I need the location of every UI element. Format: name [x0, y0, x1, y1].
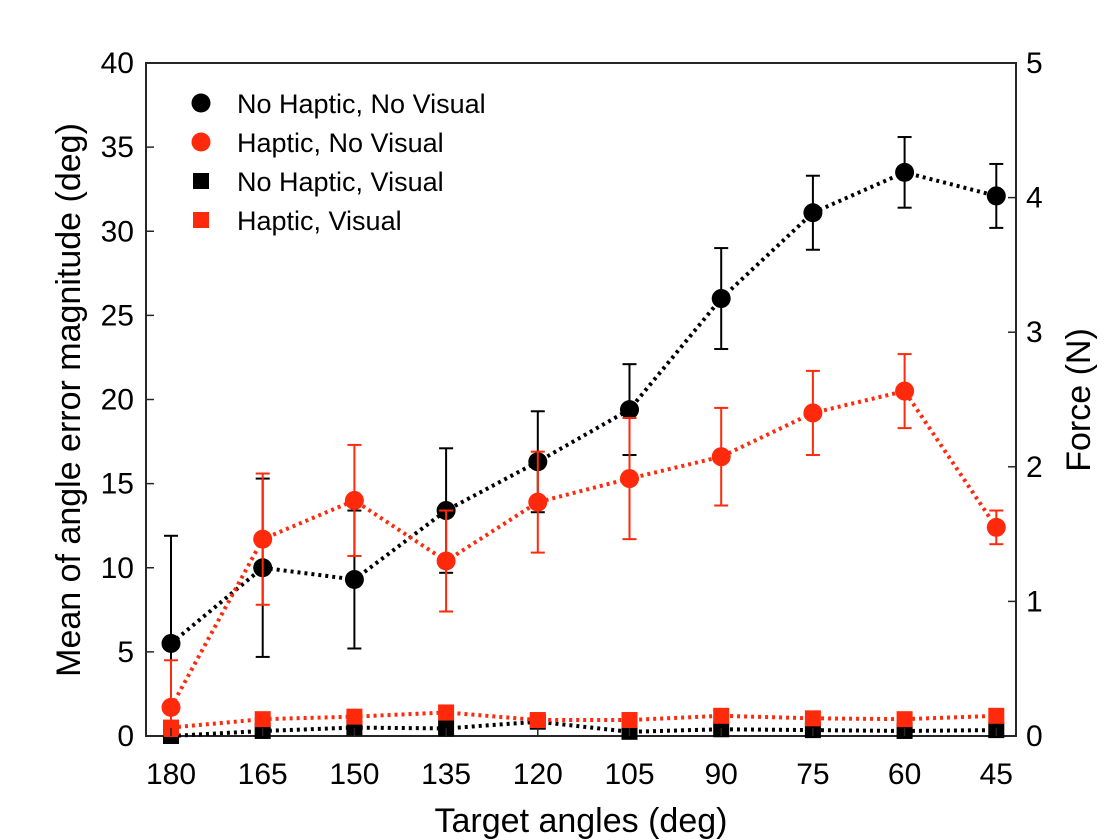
data-point [161, 633, 181, 653]
data-point [438, 704, 455, 721]
data-point [711, 289, 731, 309]
x-tick-label: 150 [329, 758, 379, 791]
y2-tick-label: 1 [1026, 585, 1043, 618]
legend: No Haptic, No Visual Haptic, No Visual No … [191, 89, 486, 236]
data-point [895, 162, 915, 182]
series-haptic-no-visual [161, 353, 1006, 737]
y2-tick-label: 3 [1026, 316, 1043, 349]
data-point [528, 492, 548, 512]
data-point [713, 707, 730, 724]
data-point [620, 400, 639, 420]
x-tick-label: 165 [238, 758, 288, 791]
y-axis-label: Mean of angle error magnitude (deg) [50, 123, 88, 677]
data-point [895, 381, 915, 401]
y-tick-label: 5 [117, 636, 134, 669]
data-point [711, 447, 731, 467]
x-tick-label: 135 [421, 758, 471, 791]
x-tick-label: 90 [705, 758, 738, 791]
series-line [170, 719, 997, 738]
x-axis-label: Target angles (deg) [435, 802, 728, 840]
data-point [986, 186, 1006, 206]
y2-tick-label: 0 [1026, 720, 1043, 753]
x-tick-label: 180 [146, 758, 196, 791]
x-tick-label: 60 [888, 758, 921, 791]
data-point [436, 551, 456, 571]
legend-marker-circle [191, 132, 211, 152]
data-point [803, 203, 823, 223]
legend-marker-square [193, 212, 209, 228]
y2-tick-label: 2 [1026, 451, 1043, 484]
y-tick-label: 40 [101, 47, 134, 80]
y-tick-label: 25 [101, 299, 134, 332]
data-point [529, 712, 546, 729]
legend-label: No Haptic, No Visual [237, 89, 486, 119]
series-line [170, 710, 997, 730]
y-tick-label: 15 [101, 468, 134, 501]
series-group [161, 136, 1006, 744]
data-point [804, 710, 821, 727]
legend-marker-circle [191, 93, 211, 113]
x-tick-label: 120 [513, 758, 563, 791]
data-point [344, 490, 364, 510]
data-point [896, 711, 913, 728]
y2-tick-label: 4 [1026, 182, 1043, 215]
y-tick-label: 10 [101, 552, 134, 585]
legend-label: No Haptic, Visual [237, 167, 444, 197]
legend-label: Haptic, No Visual [237, 128, 444, 158]
y-tick-label: 20 [101, 384, 134, 417]
x-tick-label: 75 [796, 758, 829, 791]
data-point [620, 469, 639, 489]
y2-axis-label: Force (N) [1060, 328, 1098, 472]
data-point [161, 697, 181, 717]
series-haptic-visual [163, 704, 1005, 736]
data-point [621, 712, 638, 729]
data-point [344, 570, 364, 590]
data-point [346, 708, 363, 725]
data-point [254, 711, 271, 728]
data-point [988, 707, 1005, 724]
y-tick-label: 0 [117, 720, 134, 753]
data-point [986, 517, 1006, 537]
y-tick-label: 30 [101, 215, 134, 248]
legend-label: Haptic, Visual [237, 206, 402, 236]
series-line [169, 170, 997, 646]
x-tick-label: 105 [604, 758, 654, 791]
x-tick-label: 45 [980, 758, 1013, 791]
data-point [253, 529, 273, 549]
data-point [803, 403, 823, 423]
y-tick-label: 35 [101, 131, 134, 164]
y2-tick-label: 5 [1026, 47, 1043, 80]
plot-frame [145, 62, 1017, 737]
legend-marker-square [193, 173, 209, 189]
series-line [169, 388, 998, 709]
